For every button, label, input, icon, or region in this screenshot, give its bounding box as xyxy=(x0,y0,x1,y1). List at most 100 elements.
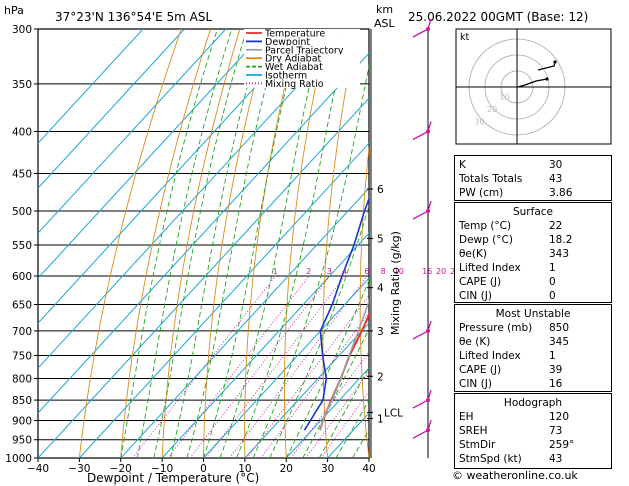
index-value: 16 xyxy=(549,378,563,390)
index-key: Dewp (°C) xyxy=(459,234,513,246)
index-value: 1 xyxy=(549,262,556,274)
index-row: StmDir 259° xyxy=(459,438,607,452)
profile-dewpoint xyxy=(303,196,369,431)
wet-adiabat-line xyxy=(186,29,282,458)
index-row: Totals Totals 43 xyxy=(459,172,607,186)
index-value: 18.2 xyxy=(549,234,573,246)
legend-bg xyxy=(244,62,360,71)
index-row: Temp (°C) 22 xyxy=(459,219,607,233)
dry-adiabat-line xyxy=(322,29,358,458)
pressure-tick-label: 550 xyxy=(12,240,32,252)
index-row: CAPE (J) 0 xyxy=(459,275,607,289)
legend-bg xyxy=(244,71,360,80)
index-key: Totals Totals xyxy=(459,173,523,185)
index-row: StmSpd (kt) 43 xyxy=(459,452,607,466)
pressure-tick-label: 500 xyxy=(12,206,32,218)
isotherm-line xyxy=(203,277,369,458)
index-row: CIN (J) 16 xyxy=(459,377,607,391)
wind-barb xyxy=(412,399,429,409)
isotherm-line xyxy=(38,29,309,324)
mixing-ratio-label: 3 xyxy=(327,267,332,276)
hodograph-point xyxy=(545,77,549,81)
wind-barb-dot xyxy=(426,428,430,433)
km-tick-label: 1 xyxy=(377,413,384,425)
wind-barbs xyxy=(412,18,432,458)
pressure-tick-label: 400 xyxy=(12,127,32,139)
legend-entry: Parcel Trajectory xyxy=(265,45,344,56)
isotherm-line xyxy=(244,322,369,458)
index-value: 39 xyxy=(549,364,563,376)
wet-adiabat-line xyxy=(269,204,369,458)
temperature-tick-label: 40 xyxy=(362,463,375,475)
mixing-ratio-label: 1 xyxy=(273,267,278,276)
index-key: EH xyxy=(459,411,474,423)
isotherm-line xyxy=(285,367,369,458)
wind-barb-dot xyxy=(426,129,430,134)
index-value: 345 xyxy=(549,336,570,348)
wet-adiabat-line xyxy=(252,64,369,458)
wind-barb xyxy=(412,210,429,220)
index-key: K xyxy=(459,159,466,171)
pressure-tick-label: 950 xyxy=(12,435,32,447)
wet-adiabat-line xyxy=(236,29,349,458)
index-key: StmSpd (kt) xyxy=(459,453,522,465)
dry-adiabat-line xyxy=(431,29,452,458)
mixing-ratio-line xyxy=(260,312,369,458)
temperature-tick-label: 20 xyxy=(280,463,293,475)
wind-barb-dot xyxy=(426,398,430,403)
mixing-ratio-axis-label: Mixing Ratio (g/kg) xyxy=(389,231,402,335)
mixing-ratio-line xyxy=(229,275,368,458)
height-unit-label-2: ASL xyxy=(374,17,396,30)
pressure-unit-label: hPa xyxy=(4,4,24,17)
dry-adiabat-line xyxy=(161,29,241,458)
pressure-tick-label: 700 xyxy=(12,326,32,338)
profiles xyxy=(303,196,369,431)
mixing-ratio-label: 8 xyxy=(381,267,386,276)
background-lines xyxy=(38,29,629,458)
mixing-ratio-line xyxy=(132,275,276,458)
x-axis-label: Dewpoint / Temperature (°C) xyxy=(87,471,259,485)
km-tick-label: 3 xyxy=(377,326,384,338)
index-row: EH 120 xyxy=(459,410,607,424)
km-tick-label: 6 xyxy=(377,184,384,196)
surface-title: Surface xyxy=(512,206,553,218)
legend-bg xyxy=(244,79,360,88)
pressure-tick-label: 650 xyxy=(12,300,32,312)
isotherm-line xyxy=(38,29,227,234)
isotherm-line xyxy=(38,29,144,144)
wind-barb-dot xyxy=(426,209,430,214)
mixing-ratio-label: 20 xyxy=(436,267,446,276)
hodograph-trace xyxy=(517,78,548,88)
mixing-ratio-line xyxy=(305,370,369,458)
isotherm-line xyxy=(38,29,185,189)
temperature-tick-label: −10 xyxy=(151,463,173,475)
hodograph-ring-label: 30 xyxy=(474,118,484,127)
index-row: CIN (J) 0 xyxy=(459,289,607,303)
temperature-tick-label: −30 xyxy=(68,463,90,475)
legend-bg xyxy=(244,54,360,63)
legend-entry: Dry Adiabat xyxy=(265,54,322,65)
index-value: 73 xyxy=(549,425,563,437)
mixing-ratio-line xyxy=(246,294,369,458)
isotherm-line xyxy=(38,97,369,458)
hodograph-point xyxy=(553,60,557,64)
index-row: Lifted Index 1 xyxy=(459,349,607,363)
km-tick-label: 2 xyxy=(377,371,384,383)
index-row: Lifted Index 1 xyxy=(459,261,607,275)
index-key: CAPE (J) xyxy=(459,364,502,376)
mixing-ratio-label: 10 xyxy=(394,267,404,276)
index-row: Dewp (°C) 18.2 xyxy=(459,233,607,247)
temperature-tick-label: 0 xyxy=(200,463,207,475)
datetime-label: 25.06.2022 00GMT (Base: 12) xyxy=(408,10,588,24)
index-value: 3.86 xyxy=(549,187,573,199)
most-unstable-box: Most Unstable Pressure (mb) 850 θe (K) 345 L… xyxy=(454,304,612,392)
km-tick-label: LCL xyxy=(384,407,403,419)
index-row: K 30 xyxy=(459,158,607,172)
dry-adiabat-line xyxy=(621,29,629,458)
temperature-tick-label: 30 xyxy=(321,463,334,475)
temperature-tick-label: 10 xyxy=(238,463,251,475)
wet-adiabat-line xyxy=(169,29,264,458)
wind-barb-dot xyxy=(426,328,430,333)
